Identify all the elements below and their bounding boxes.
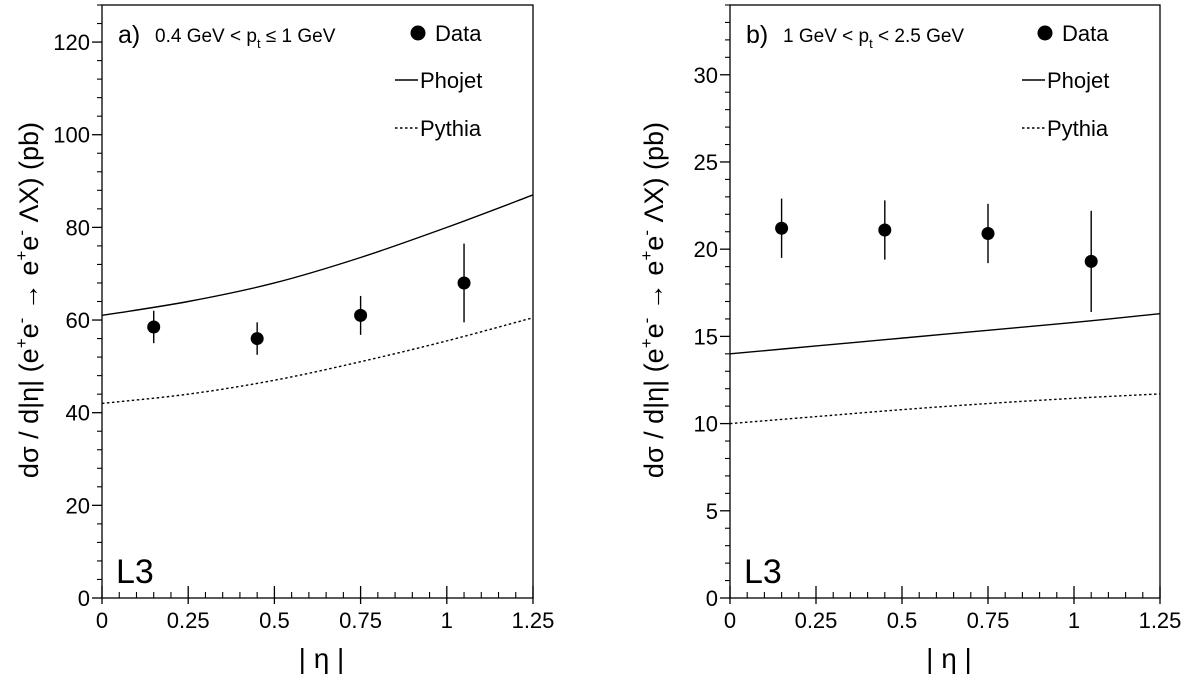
y-tick-label: 60: [66, 308, 90, 333]
y-axis-label-part: e: [14, 236, 44, 251]
y-axis-label-superscript: +: [12, 338, 31, 348]
data-point: [1084, 254, 1098, 268]
data-point: [354, 308, 368, 322]
panel-label: b): [746, 21, 768, 49]
cut-text: < 2.5 GeV: [873, 26, 965, 47]
data-point: [250, 332, 264, 346]
y-axis-label-part: → e: [639, 261, 669, 318]
y-tick-label: 25: [694, 150, 718, 175]
y-axis-label-part: ΛX) (pb): [639, 122, 669, 230]
y-tick-label: 20: [694, 237, 718, 262]
data-point: [457, 276, 471, 290]
cut-subscript: t: [869, 36, 873, 51]
y-tick-label: 20: [66, 493, 90, 518]
y-axis-label-superscript: -: [637, 230, 656, 236]
y-axis-label-part: dσ / d|η| (e: [14, 348, 44, 478]
y-axis-label-part: dσ / d|η| (e: [639, 348, 669, 478]
y-tick-label: 80: [66, 215, 90, 240]
legend-label-data: Data: [1062, 21, 1109, 46]
data-point: [878, 223, 892, 237]
x-tick-label: 0.75: [967, 608, 1010, 633]
chart-panel-a: 0 0.25 0.5 0.75 1 1.25 0 20 40 60 80 100 120 | η | dσ …: [12, 4, 555, 674]
x-tick-label: 1.25: [1139, 608, 1182, 633]
y-axis-label: dσ / d|η| (e+e- → e+e- ΛX) (pb): [637, 122, 669, 478]
y-axis-label-superscript: -: [637, 318, 656, 324]
y-tick-label: 15: [694, 324, 718, 349]
legend-label-pythia: Pythia: [420, 116, 482, 141]
y-axis-label-part: e: [639, 323, 669, 338]
y-axis-label-part: e: [639, 236, 669, 251]
x-tick-label: 0.25: [795, 608, 838, 633]
x-tick-label: 0.75: [339, 608, 382, 633]
y-axis-label-superscript: -: [12, 230, 31, 236]
plot-frame: [101, 4, 534, 599]
legend-marker-data: [1037, 25, 1053, 41]
chart-panel-b: 0 0.25 0.5 0.75 1 1.25 0 5 10 15 20 25 30 | η | dσ / d…: [637, 4, 1182, 674]
plot-frame: [729, 4, 1161, 599]
x-tick-label: 1.25: [512, 608, 555, 633]
y-tick-label: 5: [706, 499, 718, 524]
series-phojet-curve: [729, 313, 1161, 355]
y-axis-label-superscript: +: [637, 251, 656, 261]
series-pythia-curve: [729, 393, 1161, 425]
y-tick-label: 0: [78, 586, 90, 611]
x-tick-label: 0: [96, 608, 108, 633]
x-tick-label: 0.5: [259, 608, 290, 633]
y-axis-label-part: → e: [14, 261, 44, 318]
y-tick-label: 10: [694, 412, 718, 437]
x-axis-label: | η |: [299, 643, 345, 674]
kinematic-cut-label: 1 GeV < pt < 2.5 GeV: [783, 26, 964, 51]
cut-text: 1 GeV < p: [783, 26, 869, 47]
x-tick-label: 0.5: [887, 608, 918, 633]
y-tick-label: 0: [706, 586, 718, 611]
y-tick-label: 100: [53, 123, 90, 148]
experiment-label: L3: [116, 553, 154, 591]
y-axis-label-part: e: [14, 323, 44, 338]
y-tick-label: 120: [53, 30, 90, 55]
legend-label-pythia: Pythia: [1047, 116, 1109, 141]
y-tick-label: 30: [694, 63, 718, 88]
legend-marker-data: [410, 25, 426, 41]
panel-label: a): [118, 21, 140, 49]
x-tick-label: 0.25: [167, 608, 210, 633]
y-axis-label-part: ΛX) (pb): [14, 122, 44, 230]
y-axis-label: dσ / d|η| (e+e- → e+e- ΛX) (pb): [12, 122, 44, 478]
x-tick-label: 0: [724, 608, 736, 633]
data-point: [775, 221, 789, 235]
legend-label-phojet: Phojet: [1047, 68, 1109, 93]
series-phojet-curve: [101, 194, 534, 317]
cut-text: 0.4 GeV < p: [155, 26, 257, 47]
experiment-label: L3: [744, 553, 782, 591]
y-axis-label-superscript: +: [637, 338, 656, 348]
legend-label-data: Data: [435, 21, 482, 46]
kinematic-cut-label: 0.4 GeV < pt ≤ 1 GeV: [155, 26, 336, 51]
x-tick-label: 1: [441, 608, 453, 633]
data-point: [981, 226, 995, 240]
y-axis-label-superscript: -: [12, 318, 31, 324]
x-tick-label: 1: [1068, 608, 1080, 633]
series-pythia-curve: [101, 317, 534, 405]
data-point: [147, 320, 161, 334]
x-axis-label: | η |: [926, 643, 972, 674]
legend-label-phojet: Phojet: [420, 68, 482, 93]
y-axis-label-superscript: +: [12, 251, 31, 261]
cut-subscript: t: [257, 36, 261, 51]
cut-text: ≤ 1 GeV: [261, 26, 336, 47]
y-tick-label: 40: [66, 401, 90, 426]
